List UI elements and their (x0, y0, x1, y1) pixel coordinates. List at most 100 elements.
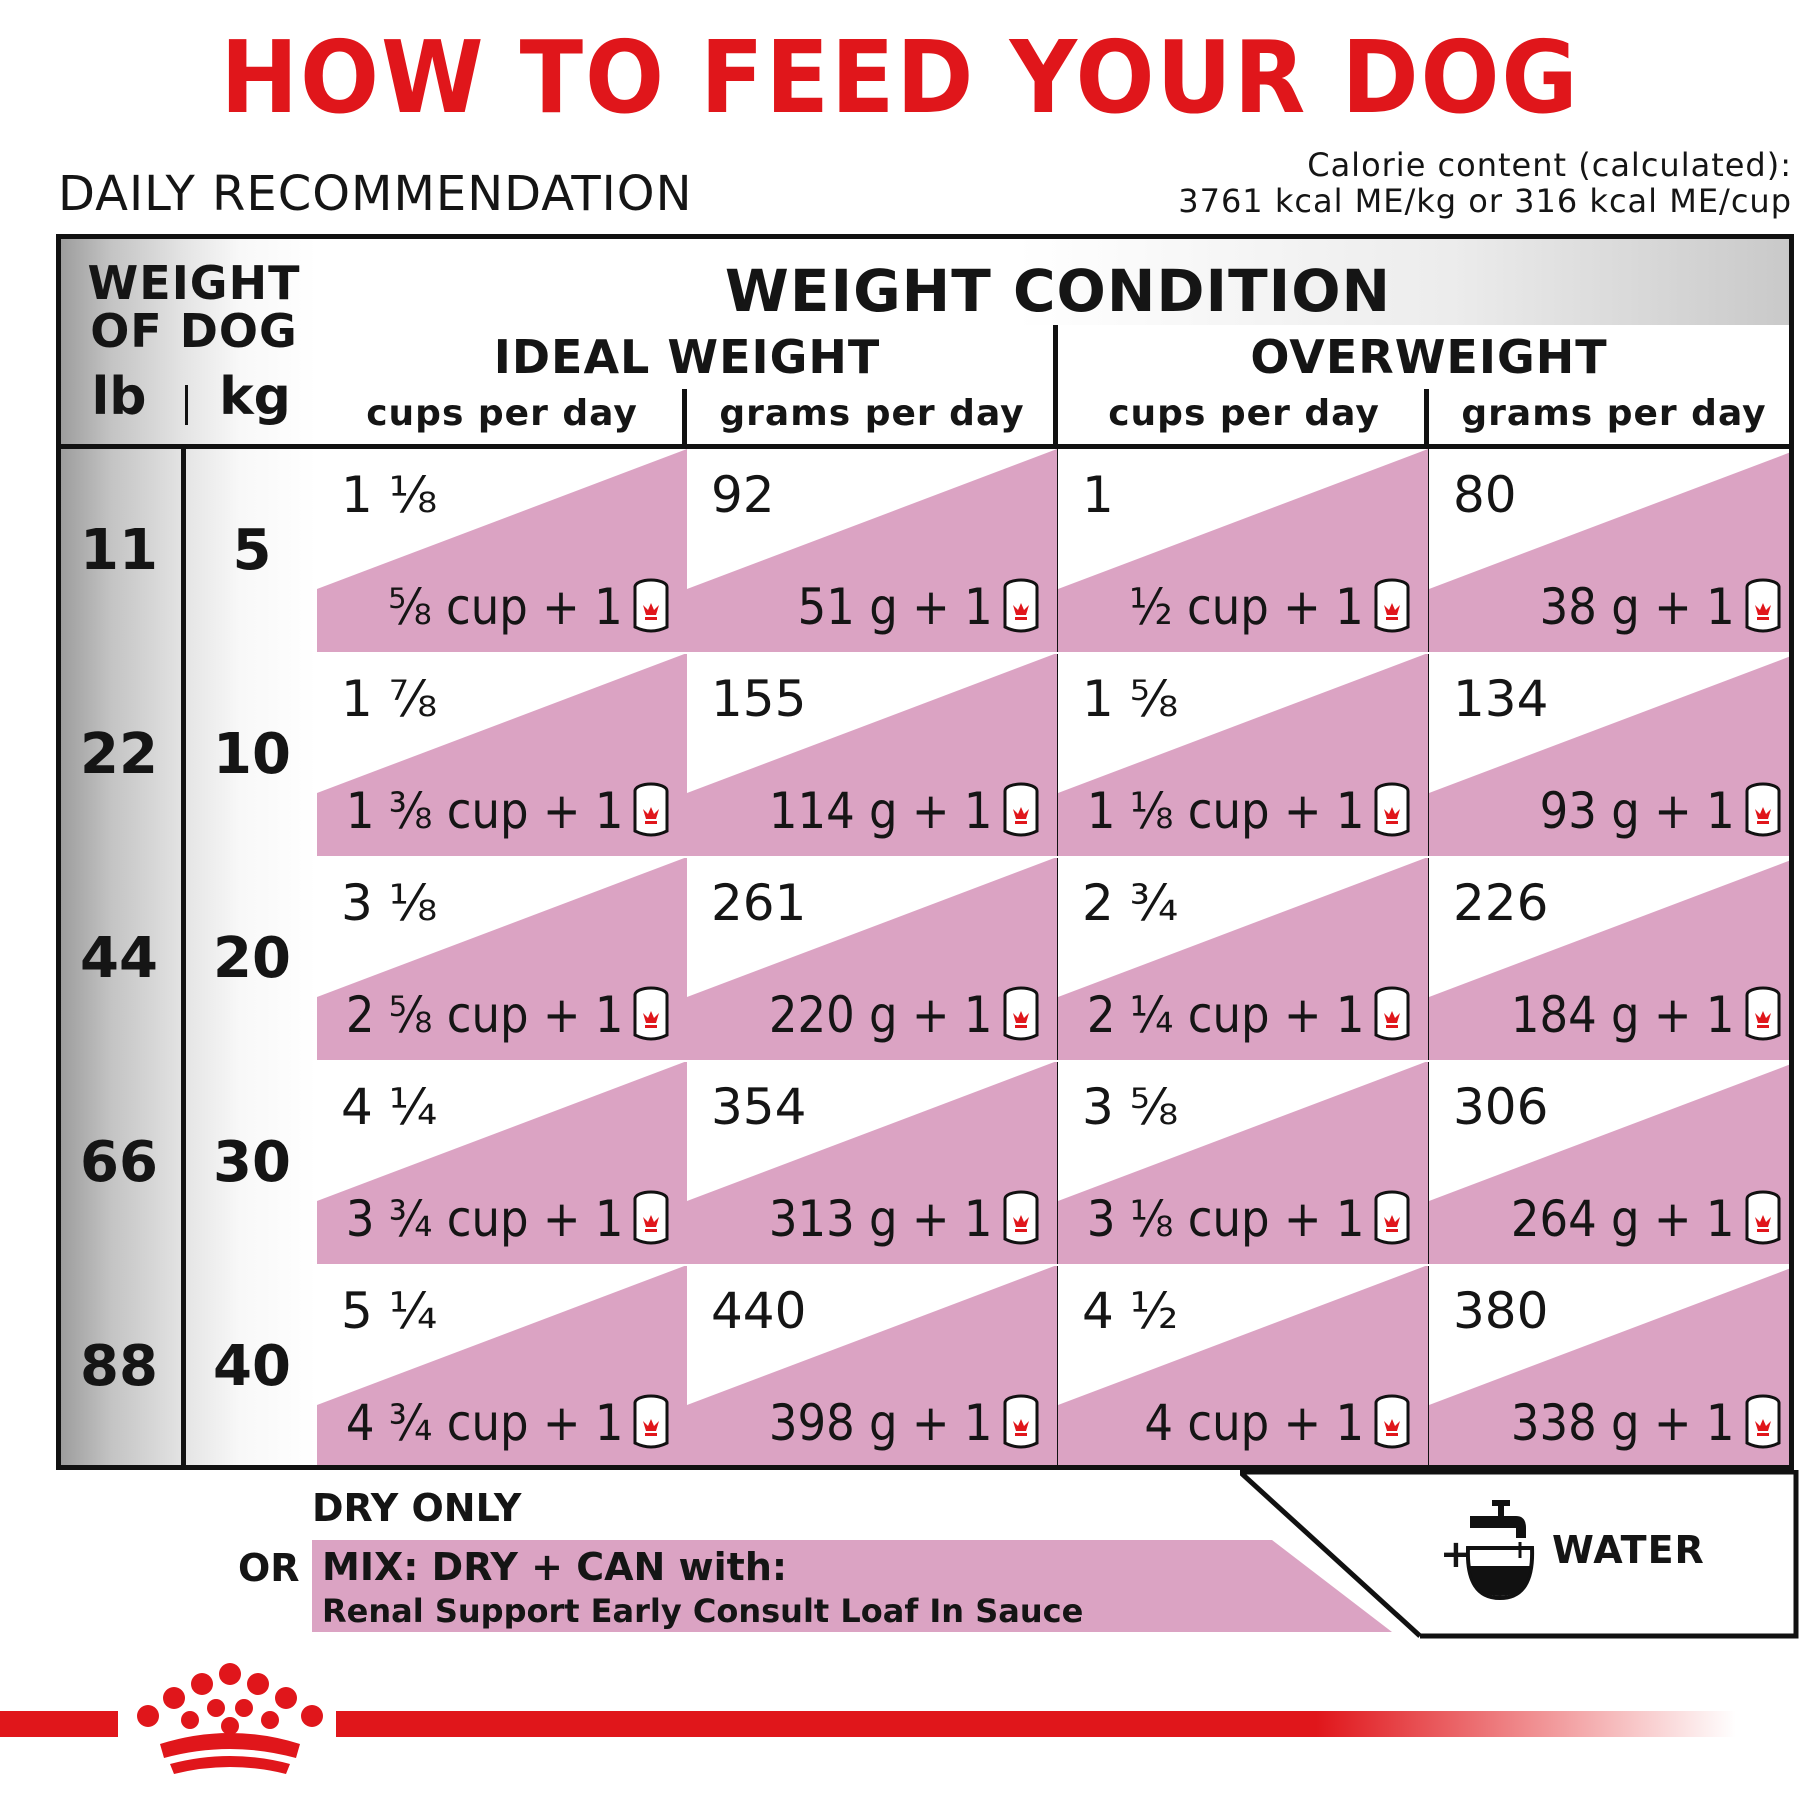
weight-lb: 66 (80, 1130, 158, 1195)
mix-amount: 184 g + 1 (1486, 985, 1783, 1045)
feeding-cell: 3 ⅝ 3 ⅛ cup + 1 (1058, 1061, 1428, 1265)
can-icon (1374, 986, 1410, 1041)
feeding-cell: 2 ¾ 2 ¼ cup + 1 (1058, 857, 1428, 1061)
mix-cell-shading (317, 1265, 687, 1465)
mix-amount-text: 114 g + 1 (769, 782, 993, 840)
mix-amount: 2 ¼ cup + 1 (1058, 985, 1412, 1045)
can-icon (633, 1190, 669, 1245)
dry-only-amount: 80 (1453, 466, 1517, 524)
unit-divider (185, 385, 188, 425)
feeding-cell: 92 51 g + 1 (687, 449, 1057, 653)
subheader-ideal-grams: grams per day (719, 393, 1025, 434)
dry-only-amount: 92 (711, 466, 775, 524)
mix-amount-text: 1 ⅜ cup + 1 (345, 782, 623, 840)
row-separator (317, 1060, 1789, 1062)
feeding-cell: 1 ½ cup + 1 (1058, 449, 1428, 653)
weight-kg: 40 (213, 1334, 291, 1399)
mix-cell-shading (687, 449, 1057, 653)
calorie-line-2: 3761 kcal ME/kg or 316 kcal ME/cup (1178, 182, 1792, 220)
weight-lb: 88 (80, 1334, 158, 1399)
mix-amount-text: 1 ⅛ cup + 1 (1086, 782, 1364, 840)
footer-red-line-right (336, 1711, 1736, 1737)
feeding-cell: 5 ¼ 4 ¾ cup + 1 (317, 1265, 687, 1465)
dry-only-amount: 2 ¾ (1082, 874, 1179, 932)
feeding-table: WEIGHT OF DOG lb kg WEIGHT CONDITION IDE… (56, 234, 1794, 1470)
mix-amount-text: 313 g + 1 (769, 1190, 993, 1248)
legend-mix-title: MIX: DRY + CAN with: (322, 1545, 788, 1589)
can-icon (1003, 986, 1039, 1041)
lb-kg-divider (181, 447, 186, 1465)
mix-cell-shading (1058, 857, 1428, 1061)
dry-only-amount: 1 (1082, 466, 1114, 524)
dry-only-amount: 3 ⅝ (1082, 1078, 1179, 1136)
feeding-cell: 80 38 g + 1 (1429, 449, 1789, 653)
mix-cell-shading (687, 1265, 1057, 1465)
mix-amount: 114 g + 1 (744, 781, 1041, 841)
weight-condition-header: WEIGHT CONDITION (724, 257, 1392, 325)
subheader-over-grams: grams per day (1461, 393, 1767, 434)
mix-cell-shading (1058, 1061, 1428, 1265)
dry-only-amount: 155 (711, 670, 807, 728)
weight-kg: 30 (213, 1130, 291, 1195)
mix-amount-text: ½ cup + 1 (1129, 578, 1364, 636)
mix-amount-text: 2 ⅝ cup + 1 (345, 986, 623, 1044)
feeding-cell: 1 ⅛ ⅝ cup + 1 (317, 449, 687, 653)
mix-amount-text: 264 g + 1 (1511, 1190, 1735, 1248)
mix-amount-text: 398 g + 1 (769, 1394, 993, 1452)
weight-kg: 5 (232, 518, 272, 583)
mix-amount: 4 cup + 1 (1120, 1393, 1412, 1453)
mix-amount: ½ cup + 1 (1103, 577, 1412, 637)
mix-cell-shading (687, 857, 1057, 1061)
water-faucet-icon (1466, 1500, 1535, 1601)
mix-amount: 51 g + 1 (776, 577, 1041, 637)
feeding-cell: 155 114 g + 1 (687, 653, 1057, 857)
mix-cell-shading (687, 653, 1057, 857)
footer-red-line-left (0, 1711, 118, 1737)
dry-only-amount: 306 (1453, 1078, 1549, 1136)
mix-cell-shading (1058, 449, 1428, 653)
feeding-cell: 354 313 g + 1 (687, 1061, 1057, 1265)
mix-amount: ⅝ cup + 1 (362, 577, 671, 637)
feeding-cell: 1 ⅞ 1 ⅜ cup + 1 (317, 653, 687, 857)
row-separator (317, 1264, 1789, 1266)
mix-amount-text: 3 ¾ cup + 1 (345, 1190, 623, 1248)
dry-only-amount: 226 (1453, 874, 1549, 932)
header-rule (61, 444, 1789, 449)
dry-only-amount: 1 ⅝ (1082, 670, 1179, 728)
dry-only-amount: 354 (711, 1078, 807, 1136)
feeding-cell: 4 ¼ 3 ¾ cup + 1 (317, 1061, 687, 1265)
mix-amount-text: 51 g + 1 (797, 578, 993, 636)
mix-amount-text: 4 cup + 1 (1144, 1394, 1364, 1452)
weight-column-background (61, 239, 317, 1465)
mix-cell-shading (317, 449, 687, 653)
mix-amount: 2 ⅝ cup + 1 (317, 985, 671, 1045)
water-callout-box (1240, 1470, 1799, 1639)
mix-amount-text: 93 g + 1 (1539, 782, 1735, 840)
unit-lb: lb (91, 367, 147, 427)
mix-amount: 398 g + 1 (744, 1393, 1041, 1453)
mix-cell-shading (317, 857, 687, 1061)
mix-amount-text: 3 ⅛ cup + 1 (1086, 1190, 1364, 1248)
mix-amount: 264 g + 1 (1486, 1189, 1783, 1249)
mix-amount: 338 g + 1 (1486, 1393, 1783, 1453)
mix-amount: 220 g + 1 (744, 985, 1041, 1045)
weight-lb: 11 (80, 518, 158, 583)
feeding-cell: 261 220 g + 1 (687, 857, 1057, 1061)
subheader-ideal-cups: cups per day (366, 393, 638, 434)
mix-amount-text: ⅝ cup + 1 (388, 578, 623, 636)
can-icon (1003, 578, 1039, 633)
feeding-cell: 226 184 g + 1 (1429, 857, 1789, 1061)
feeding-cell: 3 ⅛ 2 ⅝ cup + 1 (317, 857, 687, 1061)
dry-only-amount: 261 (711, 874, 807, 932)
mix-amount: 1 ⅛ cup + 1 (1058, 781, 1412, 841)
dry-only-amount: 3 ⅛ (341, 874, 438, 932)
can-icon (1745, 1394, 1781, 1449)
feeding-cell: 440 398 g + 1 (687, 1265, 1057, 1465)
dry-only-amount: 380 (1453, 1282, 1549, 1340)
dry-only-amount: 1 ⅞ (341, 670, 438, 728)
weight-of-dog-header: WEIGHT OF DOG (87, 256, 301, 358)
ideal-weight-header: IDEAL WEIGHT (493, 330, 881, 384)
mix-amount-text: 2 ¼ cup + 1 (1086, 986, 1364, 1044)
can-icon (633, 782, 669, 837)
can-icon (1745, 1190, 1781, 1245)
